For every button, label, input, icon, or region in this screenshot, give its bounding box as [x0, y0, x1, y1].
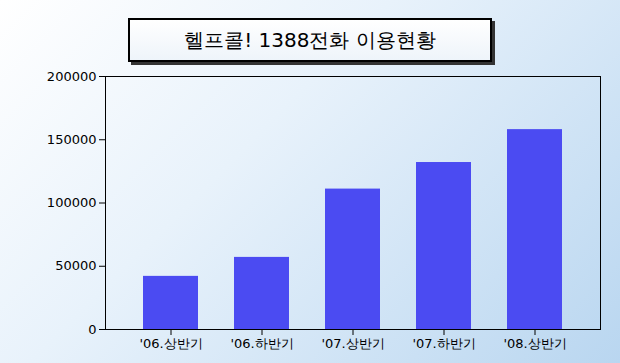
- svg-text:'07.하반기: '07.하반기: [412, 336, 475, 351]
- svg-text:150000: 150000: [47, 132, 97, 147]
- svg-text:'06.상반기: '06.상반기: [139, 336, 202, 351]
- svg-text:'06.하반기: '06.하반기: [230, 336, 293, 351]
- svg-text:200000: 200000: [47, 69, 97, 84]
- svg-text:100000: 100000: [47, 195, 97, 210]
- svg-text:50000: 50000: [55, 258, 96, 273]
- html-text:헬프콜! 1388전화 이용현황: 헬프콜! 1388전화 이용현황: [184, 28, 436, 52]
- svg-text:'07.상반기: '07.상반기: [321, 336, 384, 351]
- svg-text:'08.상반기: '08.상반기: [503, 336, 566, 351]
- svg-text:0: 0: [88, 322, 96, 337]
